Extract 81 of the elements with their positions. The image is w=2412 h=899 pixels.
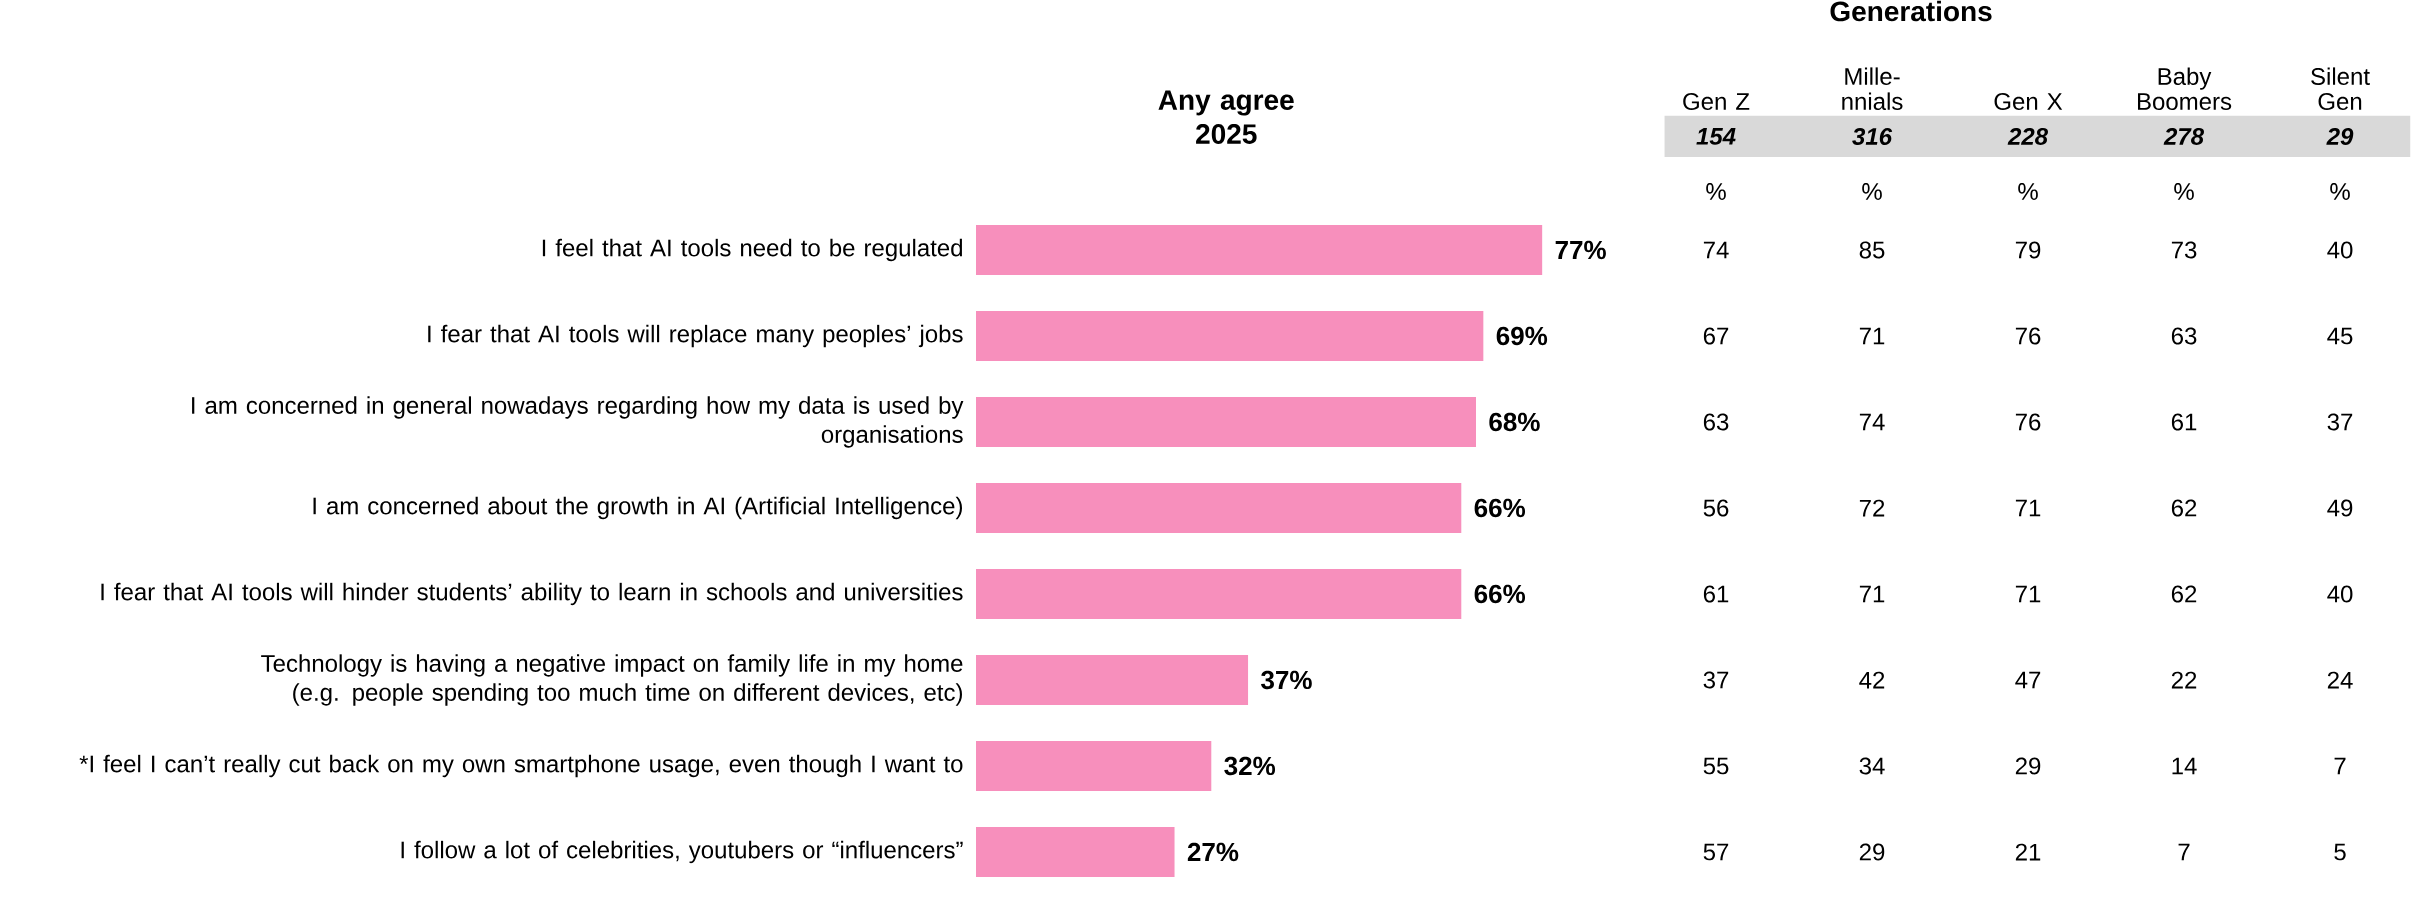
data-label: 34 bbox=[1859, 757, 1885, 775]
data-label: 5 bbox=[2334, 843, 2346, 861]
data-label: 62 bbox=[2171, 585, 2197, 603]
x-tick-label: Baby Boomers bbox=[2137, 67, 2232, 110]
data-label: 49 bbox=[2327, 499, 2353, 517]
data-label: 63 bbox=[1703, 413, 1729, 431]
x-tick-label: Silent Gen bbox=[2311, 67, 2370, 110]
data-label: 71 bbox=[2015, 585, 2041, 603]
data-label: 24 bbox=[2327, 671, 2353, 689]
data-label: 56 bbox=[1703, 499, 1729, 517]
data-label: 69% bbox=[1496, 326, 1548, 346]
y-tick-label: Technology is having a negative impact on family life in my home (e.g. people spending too much time on different devices, etc) bbox=[261, 654, 963, 706]
y-tick-label: I am concerned in general nowadays regarding how my data is used by organisations bbox=[192, 396, 964, 448]
data-label: 7 bbox=[2178, 843, 2190, 861]
chart-title: Any agree 2025 bbox=[1158, 90, 1294, 144]
data-label: 29 bbox=[2015, 757, 2041, 775]
text: 316 bbox=[1852, 127, 1893, 145]
data-label: 85 bbox=[1859, 241, 1885, 259]
data-label: 77% bbox=[1555, 240, 1606, 260]
data-label: 73 bbox=[2171, 241, 2197, 259]
data-label: 21 bbox=[2015, 843, 2041, 861]
y-tick-label: I feel that AI tools need to be regulated bbox=[542, 238, 962, 262]
data-label: 74 bbox=[1859, 413, 1885, 431]
data-label: 61 bbox=[2171, 413, 2197, 431]
text: 278 bbox=[2163, 127, 2204, 145]
data-label: 66% bbox=[1474, 584, 1526, 604]
data-label: 79 bbox=[2015, 241, 2041, 259]
bar bbox=[976, 569, 1462, 619]
data-label: 71 bbox=[1859, 327, 1885, 345]
text: % bbox=[2330, 183, 2350, 200]
data-label: 63 bbox=[2171, 327, 2197, 345]
data-label: 76 bbox=[2015, 327, 2041, 345]
text: % bbox=[1862, 183, 1882, 200]
data-label: 7 bbox=[2334, 757, 2346, 775]
text: % bbox=[2018, 183, 2038, 200]
data-label: 40 bbox=[2327, 241, 2353, 259]
x-tick-label: Mille- nnials bbox=[1842, 67, 1903, 110]
bar bbox=[976, 654, 1249, 705]
data-label: 42 bbox=[1859, 671, 1885, 689]
data-label: 22 bbox=[2171, 671, 2197, 689]
bar bbox=[976, 827, 1175, 877]
text: 29 bbox=[2326, 127, 2354, 145]
bar bbox=[976, 741, 1212, 791]
data-label: 76 bbox=[2015, 413, 2041, 431]
y-tick-label: *I feel I can’t really cut back on my own smartphone usage, even though I want to bbox=[79, 754, 963, 778]
data-label: 37 bbox=[2327, 413, 2353, 431]
y-tick-label: I fear that AI tools will hinder students’ ability to learn in schools and universities bbox=[101, 582, 963, 606]
data-label: 14 bbox=[2172, 757, 2197, 775]
data-label: 68% bbox=[1489, 412, 1540, 432]
chart-title: Generations bbox=[1830, 0, 1992, 22]
text: 154 bbox=[1696, 128, 1736, 145]
x-tick-label: Gen Z bbox=[1683, 93, 1750, 110]
data-label: 37 bbox=[1703, 671, 1729, 689]
data-label: 47 bbox=[2015, 671, 2041, 689]
data-label: 40 bbox=[2327, 585, 2353, 603]
y-tick-label: I fear that AI tools will replace many peoples’ jobs bbox=[428, 324, 963, 348]
text: % bbox=[1706, 183, 1726, 200]
y-tick-label: I am concerned about the growth in AI (Artificial Intelligence) bbox=[313, 496, 962, 520]
data-label: 55 bbox=[1703, 757, 1729, 775]
text: 228 bbox=[2007, 127, 2048, 145]
data-label: 62 bbox=[2171, 499, 2197, 517]
x-tick-label: Gen X bbox=[1994, 93, 2063, 110]
bar bbox=[976, 311, 1484, 361]
bar bbox=[976, 483, 1462, 533]
y-tick-label: I follow a lot of celebrities, youtubers or “influencers” bbox=[401, 840, 963, 864]
data-label: 71 bbox=[1859, 585, 1885, 603]
data-label: 57 bbox=[1703, 843, 1729, 861]
data-label: 29 bbox=[1859, 843, 1885, 861]
data-label: 67 bbox=[1703, 327, 1729, 345]
text: % bbox=[2174, 183, 2194, 200]
data-label: 74 bbox=[1703, 241, 1729, 259]
bar bbox=[976, 225, 1543, 275]
data-label: 61 bbox=[1703, 585, 1729, 603]
data-label: 71 bbox=[2015, 499, 2041, 517]
data-label: 66% bbox=[1474, 498, 1526, 518]
data-label: 72 bbox=[1859, 499, 1885, 517]
data-label: 32% bbox=[1224, 756, 1276, 776]
data-label: 45 bbox=[2327, 327, 2353, 345]
data-label: 37% bbox=[1261, 670, 1312, 690]
data-label: 27% bbox=[1187, 842, 1239, 862]
bar bbox=[976, 397, 1476, 447]
